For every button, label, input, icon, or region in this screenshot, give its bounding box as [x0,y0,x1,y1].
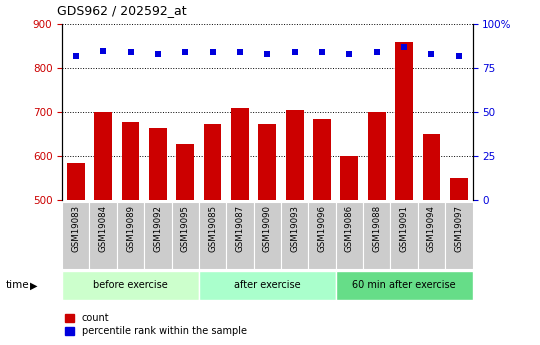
Bar [177,144,194,200]
Bar [368,112,386,200]
Text: GSM19088: GSM19088 [372,205,381,252]
Text: 60 min after exercise: 60 min after exercise [352,280,456,290]
Point [373,50,381,55]
Text: after exercise: after exercise [234,280,301,290]
Point [291,50,299,55]
Bar [395,42,413,200]
Text: GSM19091: GSM19091 [400,205,409,252]
FancyBboxPatch shape [390,202,418,269]
Point [99,48,107,53]
Point [427,51,436,57]
Text: GSM19095: GSM19095 [181,205,190,252]
Point [345,51,354,57]
Text: GSM19083: GSM19083 [71,205,80,252]
Point [400,44,408,50]
Point [181,50,190,55]
Text: GSM19090: GSM19090 [263,205,272,252]
FancyBboxPatch shape [90,202,117,269]
Bar [259,125,276,200]
Text: GDS962 / 202592_at: GDS962 / 202592_at [57,4,186,17]
Bar [204,125,221,200]
Bar [122,122,139,200]
Bar [341,156,358,200]
FancyBboxPatch shape [172,202,199,269]
FancyBboxPatch shape [117,202,144,269]
FancyBboxPatch shape [62,271,199,300]
Bar [423,134,440,200]
Bar [231,108,249,200]
Point [455,53,463,59]
Bar [94,112,112,200]
Text: GSM19089: GSM19089 [126,205,135,252]
FancyBboxPatch shape [308,202,336,269]
Point [71,53,80,59]
Point [235,50,244,55]
FancyBboxPatch shape [363,202,390,269]
Bar [67,163,85,200]
Text: GSM19096: GSM19096 [318,205,327,252]
Legend: count, percentile rank within the sample: count, percentile rank within the sample [62,309,251,340]
FancyBboxPatch shape [199,202,226,269]
Text: GSM19093: GSM19093 [290,205,299,252]
Bar [286,110,303,200]
FancyBboxPatch shape [226,202,254,269]
FancyBboxPatch shape [418,202,445,269]
FancyBboxPatch shape [445,202,472,269]
Text: time: time [5,280,29,290]
Point [126,50,135,55]
Text: GSM19094: GSM19094 [427,205,436,252]
FancyBboxPatch shape [281,202,308,269]
FancyBboxPatch shape [254,202,281,269]
FancyBboxPatch shape [62,202,90,269]
Text: ▶: ▶ [30,280,37,290]
Text: GSM19097: GSM19097 [454,205,463,252]
Text: GSM19084: GSM19084 [99,205,107,252]
FancyBboxPatch shape [336,271,472,300]
Bar [149,128,167,200]
Point [208,50,217,55]
Text: GSM19086: GSM19086 [345,205,354,252]
Point [318,50,326,55]
Point [153,51,162,57]
FancyBboxPatch shape [336,202,363,269]
Point [263,51,272,57]
Text: GSM19092: GSM19092 [153,205,163,252]
Bar [450,178,468,200]
Text: before exercise: before exercise [93,280,168,290]
FancyBboxPatch shape [199,271,336,300]
Bar [313,119,331,200]
FancyBboxPatch shape [144,202,172,269]
Text: GSM19087: GSM19087 [235,205,245,252]
Text: GSM19085: GSM19085 [208,205,217,252]
